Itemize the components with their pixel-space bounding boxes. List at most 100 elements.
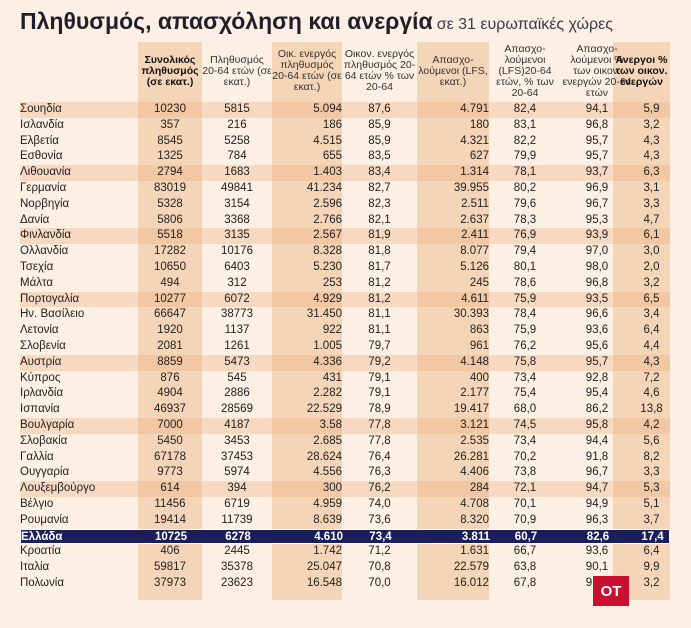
cell-value: 186 [322, 118, 342, 131]
cell-value: 77,8 [368, 434, 391, 447]
cell-value: 94,7 [585, 482, 609, 495]
cell-value: 83019 [154, 182, 186, 194]
cell-value: 357 [160, 118, 180, 131]
cell-value: 78,4 [513, 308, 537, 321]
table-row: Ουγγαρία 9773 5974 4.556 76,3 4.406 73,8 96,7 3,… [20, 465, 670, 481]
cell-value: 70,0 [368, 577, 391, 589]
country-name: Φινλανδία [20, 229, 72, 242]
cell-value: 72,1 [513, 482, 537, 495]
cell-value: 2.535 [460, 434, 489, 447]
cell-value: 922 [322, 324, 342, 337]
cell-value: 77,8 [368, 419, 391, 431]
cell-value: 91,8 [585, 450, 609, 463]
cell-value: 1683 [224, 166, 250, 179]
cell-value: 22.529 [306, 403, 342, 416]
cell-value: 49841 [221, 182, 253, 194]
cell-value: 30.393 [453, 308, 489, 321]
table-row: Λετονία 1920 1137 922 81,1 863 75,9 93,6 6,4 [20, 323, 670, 339]
cell-value: 300 [322, 482, 342, 495]
cell-value: 8.320 [460, 513, 489, 526]
header-total-population: Συνολικός πληθυσμός (σε εκατ.) [141, 53, 199, 88]
cell-value: 79,9 [513, 150, 537, 163]
table-row: Ολλανδία 17282 10176 8.328 81,8 8.077 79,4 97,0… [20, 244, 670, 260]
cell-value: 95,3 [585, 213, 609, 226]
cell-value: 6,4 [643, 545, 660, 558]
cell-value: 79,1 [368, 371, 391, 384]
cell-value: 80,2 [513, 182, 537, 194]
cell-value: 94,1 [585, 103, 609, 115]
cell-value: 3,1 [643, 182, 660, 194]
country-name: Βουλγαρία [20, 419, 75, 431]
table-row: Λιθουανία 2794 1683 1.403 83,4 1.314 78,1 93,7 6… [20, 165, 670, 181]
cell-value: 2.567 [313, 229, 342, 242]
cell-value: 3,7 [643, 513, 660, 526]
table-row: Σλοβενία 2081 1261 1.005 79,7 961 76,2 95,6 4,4 [20, 339, 670, 355]
cell-value: 76,9 [513, 229, 537, 242]
cell-value: 4904 [157, 387, 183, 400]
cell-value: 8.639 [313, 513, 342, 526]
cell-value: 1.742 [313, 545, 342, 558]
table-row: Αυστρία 8859 5473 4.336 79,2 4.148 75,8 95,7 4,3 [20, 354, 670, 371]
cell-value: 11456 [154, 498, 186, 510]
cell-value: 81,7 [368, 261, 391, 273]
country-name: Ισπανία [20, 403, 60, 416]
cell-value: 94,4 [585, 434, 609, 447]
cell-value: 6278 [225, 530, 251, 543]
cell-value: 2.282 [313, 387, 342, 400]
cell-value: 95,7 [585, 150, 609, 163]
cell-value: 9,9 [643, 561, 660, 574]
cell-value: 406 [160, 545, 180, 558]
page-title: Πληθυσμός, απασχόληση και ανεργία [20, 8, 433, 34]
cell-value: 400 [469, 371, 489, 384]
cell-value: 10725 [155, 530, 187, 543]
country-name: Γερμανία [20, 182, 67, 194]
cell-value: 25.047 [306, 561, 342, 574]
cell-value: 6,5 [643, 292, 660, 305]
cell-value: 81,2 [368, 276, 391, 289]
cell-value: 67178 [154, 450, 186, 463]
cell-value: 96,8 [585, 118, 609, 131]
cell-value: 5518 [157, 229, 183, 242]
table-row: Ελβετία 8545 5258 4.515 85,9 4.321 82,2 95,7 4,3 [20, 134, 670, 150]
cell-value: 8,2 [643, 450, 660, 463]
cell-value: 216 [227, 118, 247, 131]
country-name: Σλοβενία [20, 340, 66, 352]
table-row: Φινλανδία 5518 3135 2.567 81,9 2.411 76,9 93,9 6… [20, 228, 670, 245]
cell-value: 5,1 [643, 498, 660, 510]
cell-value: 98,0 [585, 261, 609, 273]
cell-value: 4,7 [643, 213, 660, 226]
page-subtitle: σε 31 ευρωπαϊκές χώρες [436, 16, 613, 33]
cell-value: 5.126 [460, 261, 489, 273]
cell-value: 1261 [224, 340, 250, 352]
cell-value: 82,6 [586, 530, 610, 543]
cell-value: 13,8 [640, 403, 663, 416]
cell-value: 95,7 [585, 355, 609, 368]
cell-value: 1.005 [313, 340, 342, 352]
header-population-20-64: Πληθυσμός 20-64 ετών (σε εκατ.) [202, 53, 272, 88]
cell-value: 79,7 [368, 340, 391, 352]
cell-value: 87,6 [368, 103, 391, 115]
cell-value: 17282 [154, 245, 186, 258]
cell-value: 3,3 [643, 197, 660, 210]
cell-value: 19414 [154, 513, 186, 526]
table-row: Ισπανία 46937 28569 22.529 78,9 19.417 68,0 86,… [20, 402, 670, 418]
cell-value: 3,4 [643, 308, 660, 321]
country-name: Γαλλία [20, 450, 54, 463]
cell-value: 74,0 [368, 498, 391, 510]
cell-value: 96,8 [585, 276, 609, 289]
cell-value: 28.624 [306, 450, 342, 463]
cell-value: 75,9 [513, 292, 537, 305]
cell-value: 1137 [224, 324, 250, 337]
cell-value: 655 [322, 150, 342, 163]
country-name: Κροατία [20, 545, 62, 558]
cell-value: 41.234 [306, 182, 342, 194]
cell-value: 81,9 [368, 229, 391, 242]
table-row: Κύπρος 876 545 431 79,1 400 73,4 92,8 7,2 [20, 371, 670, 387]
cell-value: 5.094 [313, 103, 342, 115]
cell-value: 180 [469, 118, 489, 131]
cell-value: 253 [322, 276, 342, 289]
cell-value: 75,8 [513, 355, 537, 368]
cell-value: 10650 [154, 261, 186, 273]
table-row: Ρουμανία 19414 11739 8.639 73,6 8.320 70,9 96,3… [20, 513, 670, 529]
cell-value: 16.012 [453, 577, 489, 589]
